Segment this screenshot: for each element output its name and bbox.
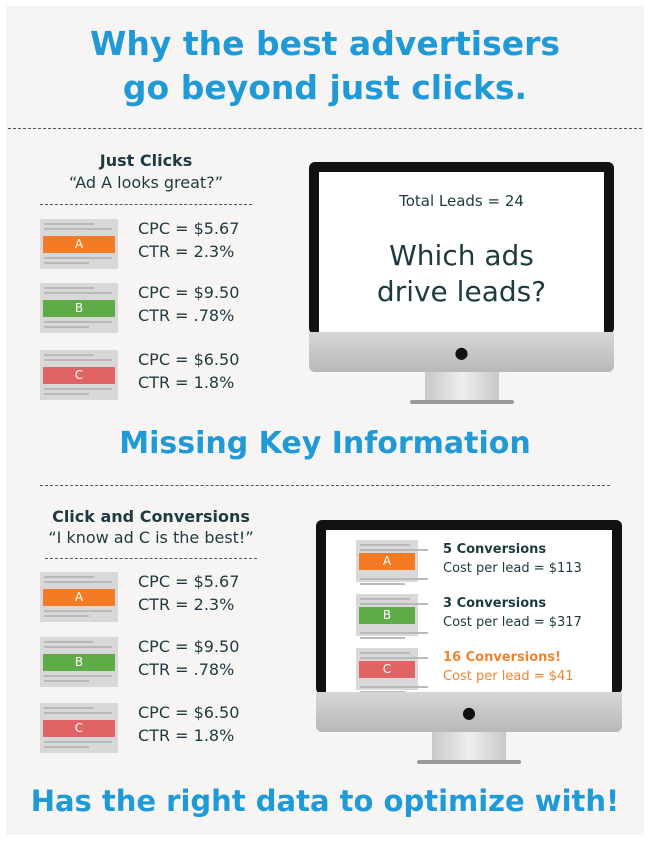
ctr-value: CTR = .78% xyxy=(138,306,235,325)
ad-label: A xyxy=(359,553,415,570)
ad-thumbnail: C xyxy=(40,703,118,753)
monitor-1-chin: ● xyxy=(309,332,614,372)
ad-thumbnail: B xyxy=(40,637,118,687)
monitor-2-chin: ● xyxy=(316,692,622,732)
ad-thumbnail: A xyxy=(356,540,428,585)
conversions: 3 Conversions xyxy=(443,596,547,611)
apple-icon: ● xyxy=(454,342,469,362)
section1-heading: Just Clicks xyxy=(99,151,193,170)
ad-stats: CPC = $6.50 CTR = 1.8% xyxy=(138,348,239,394)
divider xyxy=(40,204,252,205)
cost-per-lead: Cost per lead = $113 xyxy=(443,561,582,576)
title-line-2: go beyond just clicks. xyxy=(122,68,528,107)
ad-label: A xyxy=(43,589,115,606)
ctr-value: CTR = .78% xyxy=(138,660,235,679)
conversion-row: 16 Conversions! Cost per lead = $41 xyxy=(443,648,574,686)
middle-heading: Missing Key Information xyxy=(119,426,531,461)
ad-stats: CPC = $5.67 CTR = 2.3% xyxy=(138,217,239,263)
cpc-value: CPC = $9.50 xyxy=(138,283,240,302)
ad-stats: CPC = $9.50 CTR = .78% xyxy=(138,281,239,327)
cpc-value: CPC = $6.50 xyxy=(138,703,240,722)
footer-heading: Has the right data to optimize with! xyxy=(30,784,620,818)
cpc-value: CPC = $9.50 xyxy=(138,637,240,656)
ad-stats: CPC = $9.50 CTR = .78% xyxy=(138,635,239,681)
ad-label: C xyxy=(43,367,115,384)
ctr-value: CTR = 2.3% xyxy=(138,242,235,261)
ad-stats: CPC = $6.50 CTR = 1.8% xyxy=(138,701,239,747)
question: Which ads drive leads? xyxy=(376,239,547,308)
ad-thumbnail: C xyxy=(356,648,428,693)
ad-thumbnail: A xyxy=(40,572,118,622)
ad-stats: CPC = $5.67 CTR = 2.3% xyxy=(138,570,239,616)
conversions: 16 Conversions! xyxy=(443,650,562,665)
cpc-value: CPC = $6.50 xyxy=(138,350,240,369)
ad-label: B xyxy=(43,300,115,317)
total-leads: Total Leads = 24 xyxy=(399,192,524,210)
ad-label: B xyxy=(359,607,415,624)
monitor-2-base xyxy=(417,760,521,764)
ad-thumbnail: B xyxy=(356,594,428,639)
divider xyxy=(40,485,610,486)
apple-icon: ● xyxy=(462,702,476,722)
monitor-1-screen: Total Leads = 24 Which ads drive leads? xyxy=(319,172,604,332)
title-line-1: Why the best advertisers xyxy=(89,24,561,63)
ad-label: A xyxy=(43,236,115,253)
ad-thumbnail: A xyxy=(40,219,118,269)
ctr-value: CTR = 1.8% xyxy=(138,373,235,392)
ad-label: B xyxy=(43,654,115,671)
ad-label: C xyxy=(359,661,415,678)
cpc-value: CPC = $5.67 xyxy=(138,572,240,591)
ctr-value: CTR = 2.3% xyxy=(138,595,235,614)
ad-thumbnail: B xyxy=(40,283,118,333)
ctr-value: CTR = 1.8% xyxy=(138,726,235,745)
ad-label: C xyxy=(43,720,115,737)
cpc-value: CPC = $5.67 xyxy=(138,219,240,238)
cost-per-lead: Cost per lead = $317 xyxy=(443,615,582,630)
conversion-row: 3 Conversions Cost per lead = $317 xyxy=(443,594,582,632)
ad-thumbnail: C xyxy=(40,350,118,400)
monitor-1-base xyxy=(410,400,514,404)
section1-quote: “Ad A looks great?” xyxy=(69,173,223,192)
divider xyxy=(8,128,642,129)
monitor-2-stand xyxy=(432,732,506,760)
divider xyxy=(45,558,257,559)
conversion-row: 5 Conversions Cost per lead = $113 xyxy=(443,540,582,578)
monitor-2-screen: A 5 Conversions Cost per lead = $113 B 3… xyxy=(326,530,612,693)
section2-heading: Click and Conversions xyxy=(52,507,250,526)
section2-quote: “I know ad C is the best!” xyxy=(48,528,254,547)
title: Why the best advertisers go beyond just … xyxy=(0,22,650,110)
monitor-1-stand xyxy=(425,372,499,400)
conversions: 5 Conversions xyxy=(443,542,547,557)
cost-per-lead: Cost per lead = $41 xyxy=(443,669,574,684)
